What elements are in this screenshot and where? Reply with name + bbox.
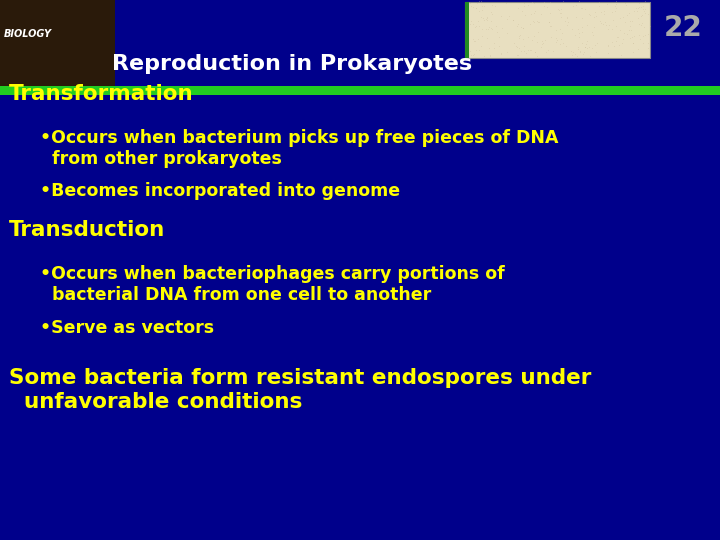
Text: Transformation: Transformation: [9, 84, 193, 104]
Bar: [0, 86, 720, 95]
Bar: [0, 0, 115, 89]
Text: •Serve as vectors: •Serve as vectors: [40, 319, 214, 336]
Bar: [465, 2, 650, 58]
Text: Some bacteria form resistant endospores under
  unfavorable conditions: Some bacteria form resistant endospores …: [9, 368, 591, 412]
Text: •Occurs when bacterium picks up free pieces of DNA
  from other prokaryotes: •Occurs when bacterium picks up free pie…: [40, 129, 558, 168]
Text: 22: 22: [663, 14, 702, 42]
Text: •Becomes incorporated into genome: •Becomes incorporated into genome: [40, 182, 400, 200]
Text: Transduction: Transduction: [9, 220, 165, 240]
Text: BIOLOGY: BIOLOGY: [4, 29, 52, 39]
Bar: [465, 2, 469, 58]
Text: Reproduction in Prokaryotes: Reproduction in Prokaryotes: [112, 54, 472, 74]
Text: •Occurs when bacteriophages carry portions of
  bacterial DNA from one cell to a: •Occurs when bacteriophages carry portio…: [40, 265, 504, 304]
